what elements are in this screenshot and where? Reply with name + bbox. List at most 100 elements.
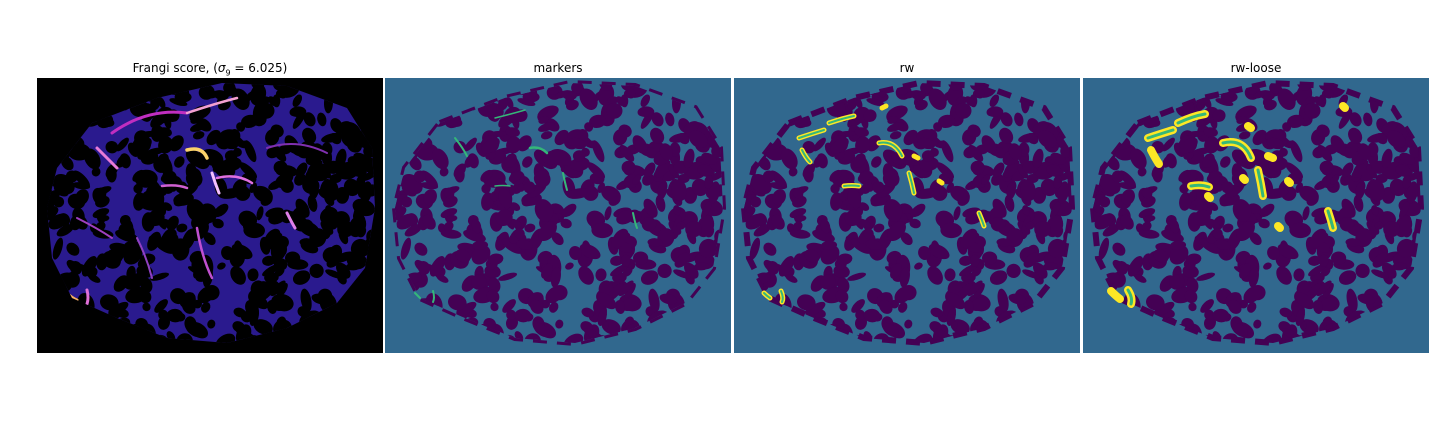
texture-blob	[928, 88, 947, 110]
texture-blob	[289, 106, 306, 117]
texture-blob	[168, 239, 185, 250]
texture-blob	[910, 203, 926, 218]
texture-blob	[48, 213, 68, 230]
texture-blob	[1222, 223, 1234, 233]
texture-blob	[1402, 175, 1412, 189]
texture-blob	[571, 83, 584, 94]
texture-blob	[1245, 88, 1258, 95]
texture-blob	[1042, 262, 1059, 271]
texture-blob	[1316, 280, 1332, 297]
texture-blob	[1193, 209, 1211, 226]
texture-blob	[578, 266, 594, 285]
texture-blob	[1305, 96, 1317, 105]
texture-blob	[1369, 179, 1385, 201]
texture-blob	[640, 94, 651, 107]
texture-blob	[967, 280, 983, 297]
texture-blob	[563, 333, 584, 343]
texture-blob	[863, 308, 881, 323]
texture-blob	[572, 150, 586, 162]
texture-blob	[517, 135, 532, 152]
texture-blob	[1371, 205, 1379, 216]
texture-blob	[1355, 263, 1370, 278]
texture-blob	[866, 98, 885, 107]
texture-blob	[517, 98, 536, 107]
texture-blob	[1341, 198, 1356, 218]
texture-blob	[443, 195, 458, 208]
texture-blob	[904, 319, 913, 329]
texture-blob	[953, 206, 961, 221]
texture-blob	[651, 112, 664, 127]
texture-blob	[914, 262, 923, 270]
texture-blob	[481, 183, 491, 194]
texture-blob	[1238, 131, 1251, 140]
texture-blob	[1386, 130, 1406, 149]
texture-blob	[704, 175, 714, 189]
texture-blob	[1279, 307, 1293, 318]
texture-blob	[989, 94, 1000, 107]
texture-blob	[1372, 252, 1389, 268]
texture-blob	[1313, 96, 1325, 107]
texture-blob	[326, 252, 343, 268]
texture-blob	[1206, 171, 1220, 183]
texture-blob	[1248, 266, 1259, 288]
texture-blob	[443, 221, 454, 232]
texture-blob	[971, 267, 982, 277]
texture-blob	[968, 144, 984, 162]
texture-blob	[212, 218, 224, 229]
texture-blob	[533, 322, 551, 338]
texture-blob	[534, 199, 554, 222]
texture-blob	[1331, 251, 1347, 265]
texture-blob	[836, 253, 853, 265]
texture-blob	[56, 224, 74, 237]
texture-blob	[157, 127, 172, 137]
texture-blob	[1232, 199, 1252, 222]
texture-blob	[915, 188, 940, 199]
texture-blob	[555, 319, 564, 329]
texture-blob	[203, 232, 216, 246]
texture-blob	[361, 171, 375, 181]
texture-blob	[584, 122, 594, 132]
texture-blob	[657, 181, 667, 200]
texture-blob	[169, 98, 188, 107]
texture-blob	[1037, 130, 1057, 149]
texture-blob	[1169, 219, 1180, 234]
texture-blob	[894, 286, 913, 304]
texture-blob	[601, 185, 621, 203]
texture-blob	[624, 283, 636, 298]
texture-blob	[955, 102, 972, 119]
texture-blob	[267, 300, 277, 314]
texture-blob	[622, 267, 633, 277]
texture-blob	[1342, 147, 1356, 159]
texture-blob	[665, 112, 675, 127]
texture-blob	[1145, 294, 1165, 311]
texture-blob	[1236, 221, 1255, 242]
texture-blob	[1049, 200, 1061, 219]
texture-blob	[887, 221, 906, 242]
texture-blob	[618, 124, 632, 138]
texture-blob	[541, 263, 553, 279]
texture-blob	[133, 183, 143, 194]
texture-blob	[247, 268, 259, 282]
texture-blob	[185, 322, 203, 338]
texture-blob	[1266, 137, 1285, 150]
texture-blob	[481, 137, 500, 154]
texture-blob	[1184, 289, 1198, 304]
texture-blob	[217, 262, 226, 270]
texture-blob	[190, 115, 201, 124]
texture-blob	[792, 187, 804, 199]
texture-blob	[997, 288, 1009, 313]
texture-blob	[872, 181, 885, 194]
texture-blob	[659, 293, 678, 305]
texture-blob	[1186, 277, 1199, 293]
texture-blob	[626, 88, 636, 99]
texture-blob	[1196, 96, 1207, 111]
texture-blob	[1339, 216, 1355, 232]
texture-blob	[753, 224, 771, 237]
texture-blob	[650, 127, 665, 144]
texture-blob	[633, 251, 649, 265]
texture-blob	[992, 162, 1005, 178]
texture-blob	[1277, 88, 1296, 110]
texture-blob	[588, 140, 597, 148]
texture-blob	[243, 222, 265, 239]
texture-blob	[898, 302, 908, 313]
